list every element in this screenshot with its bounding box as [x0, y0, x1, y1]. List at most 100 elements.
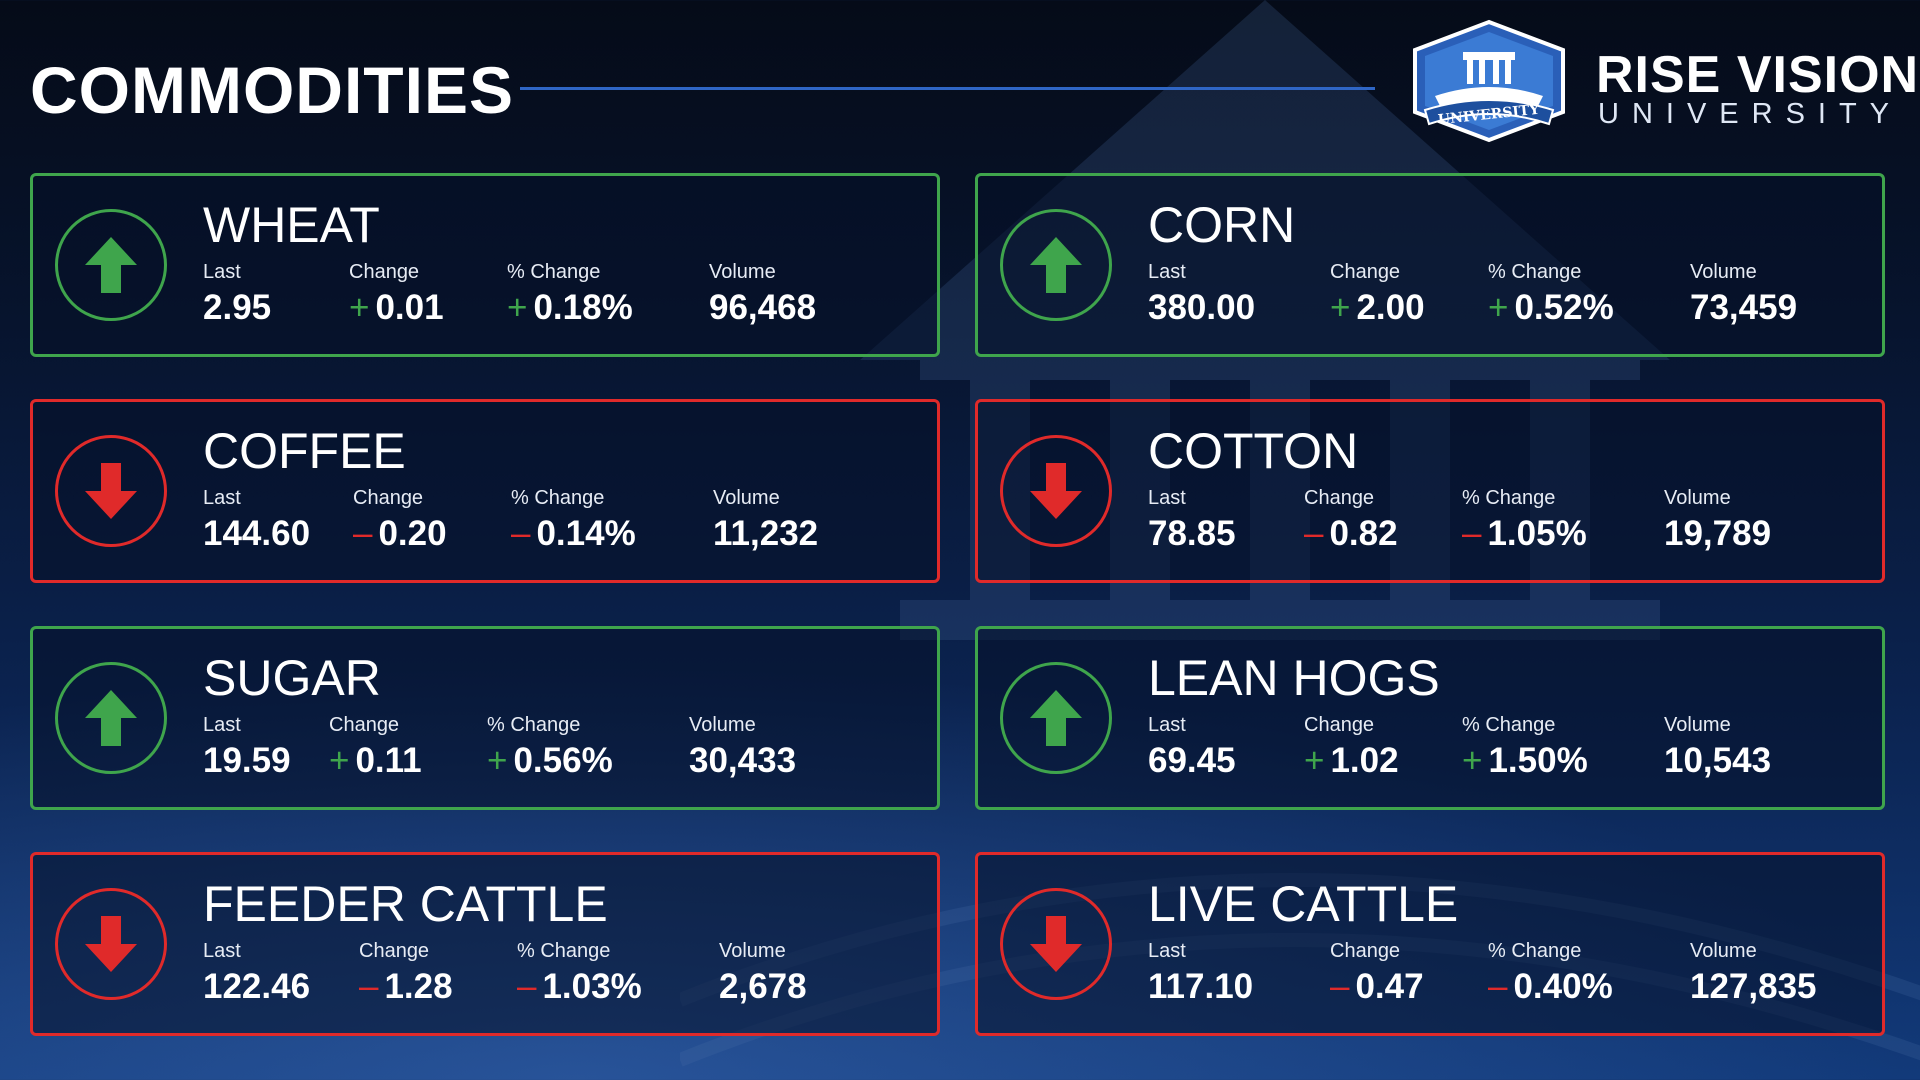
- last-column: Last 380.00: [1148, 261, 1255, 328]
- change-sign: –: [1304, 514, 1324, 553]
- last-column: Last 19.59: [203, 714, 291, 781]
- trend-indicator: [55, 888, 167, 1000]
- last-label: Last: [203, 940, 241, 962]
- commodity-name: WHEAT: [203, 197, 380, 253]
- volume-column: Volume 10,543: [1664, 714, 1771, 781]
- commodity-card: FEEDER CATTLE Last 122.46 Change –1.28 % Chan…: [30, 852, 940, 1036]
- pct-column: % Change +0.52%: [1488, 261, 1614, 328]
- pct-label: % Change: [1488, 261, 1582, 283]
- change-column: Change –0.20: [353, 487, 447, 554]
- commodity-name: COTTON: [1148, 423, 1359, 479]
- change-column: Change –0.82: [1304, 487, 1398, 554]
- change-column: Change +0.01: [349, 261, 444, 328]
- volume-value: 30,433: [689, 741, 797, 780]
- last-column: Last 117.10: [1148, 940, 1253, 1007]
- pct-number: 0.52%: [1514, 288, 1614, 327]
- last-value: 117.10: [1148, 967, 1254, 1006]
- arrow-up-icon: [1030, 690, 1082, 746]
- change-sign: –: [353, 514, 373, 553]
- pct-number: 1.03%: [542, 967, 642, 1006]
- last-value: 122.46: [203, 967, 311, 1006]
- pct-value: –0.14%: [511, 514, 636, 554]
- pct-value: –0.40%: [1488, 967, 1613, 1007]
- change-value: –1.28: [359, 967, 453, 1007]
- change-label: Change: [353, 487, 424, 509]
- university-logo: UNIVERSITY: [1413, 19, 1565, 143]
- commodity-card: COTTON Last 78.85 Change –0.82% Change –1.05%…: [975, 399, 1885, 583]
- pct-number: 0.14%: [536, 514, 636, 553]
- change-column: Change +2.00: [1330, 261, 1425, 328]
- pct-label: % Change: [517, 940, 611, 962]
- pct-number: 0.40%: [1513, 967, 1613, 1006]
- pct-column: % Change –1.05%: [1462, 487, 1587, 554]
- pct-number: 1.50%: [1488, 741, 1588, 780]
- change-number: 1.02: [1330, 741, 1399, 780]
- change-sign: +: [329, 741, 350, 780]
- change-value: –0.82: [1304, 514, 1398, 554]
- change-column: Change –1.28: [359, 940, 453, 1007]
- change-value: –0.20: [353, 514, 447, 554]
- trend-indicator: [55, 209, 167, 321]
- pct-number: 0.56%: [513, 741, 613, 780]
- last-label: Last: [203, 261, 241, 283]
- volume-label: Volume: [709, 261, 776, 283]
- change-column: Change +1.02: [1304, 714, 1399, 781]
- arrow-down-icon: [85, 916, 137, 972]
- change-label: Change: [1330, 940, 1401, 962]
- pct-column: % Change +1.50%: [1462, 714, 1588, 781]
- commodity-card: SUGAR Last 19.59 Change +0.11 % Change +0.56% V…: [30, 626, 940, 810]
- last-label: Last: [1148, 261, 1186, 283]
- change-label: Change: [1304, 714, 1375, 736]
- last-column: Last 122.46: [203, 940, 310, 1007]
- pct-label: % Change: [487, 714, 581, 736]
- trend-indicator: [1000, 662, 1112, 774]
- last-value: 380.00: [1148, 288, 1256, 327]
- commodity-card: CORN Last 380.00 Change +2.00 % Change +0.52% V…: [975, 173, 1885, 357]
- last-label: Last: [1148, 940, 1186, 962]
- volume-value: 127,835: [1690, 967, 1817, 1006]
- trend-indicator: [1000, 888, 1112, 1000]
- volume-column: Volume 2,678: [719, 940, 807, 1007]
- last-value: 144.60: [203, 514, 311, 553]
- brand-name: RISE VISION: [1596, 46, 1920, 104]
- change-value: –0.47: [1330, 967, 1424, 1007]
- volume-column: Volume 73,459: [1690, 261, 1797, 328]
- change-sign: –: [1462, 514, 1482, 553]
- change-column: Change +0.11: [329, 714, 422, 781]
- change-sign: +: [507, 288, 528, 327]
- trend-indicator: [1000, 435, 1112, 547]
- change-number: 0.11: [355, 741, 422, 780]
- volume-value: 2,678: [719, 967, 807, 1006]
- change-label: Change: [1330, 261, 1401, 283]
- change-sign: –: [359, 967, 379, 1006]
- trend-indicator: [1000, 209, 1112, 321]
- pct-value: –1.05%: [1462, 514, 1587, 554]
- pct-column: % Change –0.14%: [511, 487, 636, 554]
- change-sign: –: [517, 967, 537, 1006]
- trend-indicator: [55, 662, 167, 774]
- last-column: Last 144.60: [203, 487, 310, 554]
- pct-number: 1.05%: [1487, 514, 1587, 553]
- volume-column: Volume 30,433: [689, 714, 796, 781]
- commodity-name: COFFEE: [203, 423, 406, 479]
- change-label: Change: [349, 261, 420, 283]
- pct-label: % Change: [507, 261, 601, 283]
- volume-label: Volume: [1664, 714, 1731, 736]
- change-sign: –: [511, 514, 531, 553]
- commodity-card: LIVE CATTLE Last 117.10 Change –0.47% Change…: [975, 852, 1885, 1036]
- pct-value: –1.03%: [517, 967, 642, 1007]
- last-label: Last: [1148, 487, 1186, 509]
- arrow-up-icon: [85, 237, 137, 293]
- commodity-name: FEEDER CATTLE: [203, 876, 608, 932]
- last-label: Last: [1148, 714, 1186, 736]
- last-column: Last 78.85: [1148, 487, 1236, 554]
- last-column: Last 69.45: [1148, 714, 1236, 781]
- pct-column: % Change +0.56%: [487, 714, 613, 781]
- pct-label: % Change: [1462, 487, 1556, 509]
- change-column: Change –0.47: [1330, 940, 1424, 1007]
- change-number: 0.82: [1329, 514, 1398, 553]
- volume-column: Volume 19,789: [1664, 487, 1771, 554]
- arrow-down-icon: [85, 463, 137, 519]
- change-number: 0.47: [1355, 967, 1424, 1006]
- volume-column: Volume 11,232: [713, 487, 818, 554]
